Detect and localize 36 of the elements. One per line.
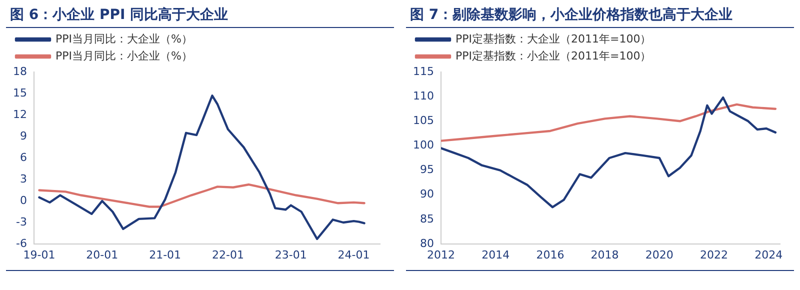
y-tick-label: 6 [20, 150, 27, 164]
x-tick-label: 24-01 [338, 248, 370, 262]
y-tick-label: 15 [12, 86, 27, 100]
x-tick-label: 20-01 [86, 248, 118, 262]
y-tick-label: 9 [20, 129, 27, 142]
y-tick-label: -3 [16, 215, 27, 228]
y-tick-label: 12 [12, 108, 27, 121]
x-tick-label: 23-01 [274, 248, 307, 262]
legend-label: PPI定基指数：小企业（2011年=100） [456, 49, 652, 62]
x-tick-label: 19-01 [23, 248, 56, 262]
chart-title: 图 7：剔除基数影响，小企业价格指数也高于大企业 [406, 2, 794, 28]
y-tick-label: 90 [420, 188, 434, 201]
y-tick-label: 80 [420, 236, 434, 250]
x-tick-label: 22-01 [212, 248, 244, 262]
x-tick-label: 2018 [590, 248, 619, 262]
y-tick-label: 85 [420, 212, 434, 226]
chart-title: 图 6：小企业 PPI 同比高于大企业 [6, 2, 394, 28]
legend-label: PPI定基指数：大企业（2011年=100） [456, 32, 652, 46]
x-tick-label: 2020 [645, 248, 674, 262]
y-tick-label: 95 [420, 163, 434, 176]
y-tick-label: 115 [412, 64, 434, 78]
legend-label: PPI当月同比：大企业（%） [56, 32, 192, 46]
y-tick-label: -6 [16, 236, 27, 250]
y-tick-label: 105 [412, 114, 434, 127]
x-tick-label: 2024 [754, 248, 783, 262]
y-tick-label: 110 [412, 89, 434, 102]
y-tick-label: 100 [412, 138, 434, 152]
x-tick-label: 2016 [536, 248, 564, 262]
y-tick-label: 3 [20, 172, 27, 186]
x-tick-label: 2012 [426, 248, 455, 262]
x-tick-label: 2022 [700, 248, 728, 262]
legend-label: PPI当月同比：小企业（%） [56, 49, 192, 62]
x-tick-label: 2014 [482, 248, 510, 262]
y-tick-label: 0 [20, 194, 27, 207]
x-tick-label: 21-01 [149, 248, 182, 262]
y-tick-label: 18 [12, 64, 27, 78]
